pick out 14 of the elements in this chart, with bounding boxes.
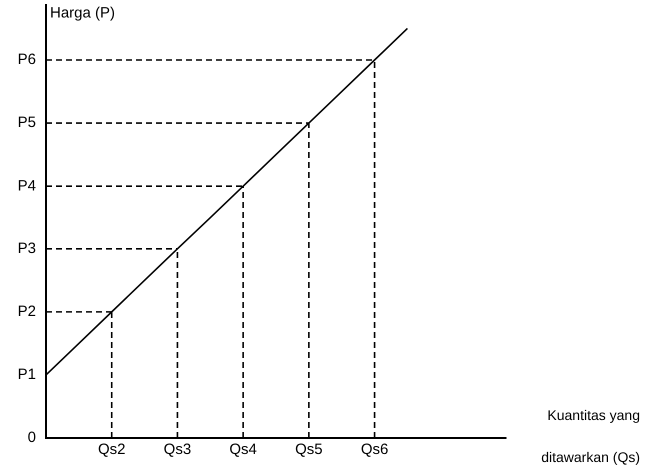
text: P5 <box>18 114 36 132</box>
x-tick-label: Qs5 <box>295 441 323 458</box>
text: P1 <box>18 366 36 384</box>
text: Kuantitas yang ditawarkan (Qs) <box>541 406 640 465</box>
x-tick-label: Qs3 <box>164 441 192 458</box>
text: 0 <box>28 429 36 446</box>
x-tick-label: Qs2 <box>98 441 126 458</box>
text: P2 <box>18 303 36 320</box>
text: P3 <box>18 240 36 257</box>
text: P4 <box>18 177 36 194</box>
x-tick-label: Qs6 <box>360 441 388 458</box>
y-axis-title: Harga (P) <box>50 4 116 22</box>
x-tick-label: Qs4 <box>229 441 257 458</box>
text: P6 <box>18 51 36 68</box>
